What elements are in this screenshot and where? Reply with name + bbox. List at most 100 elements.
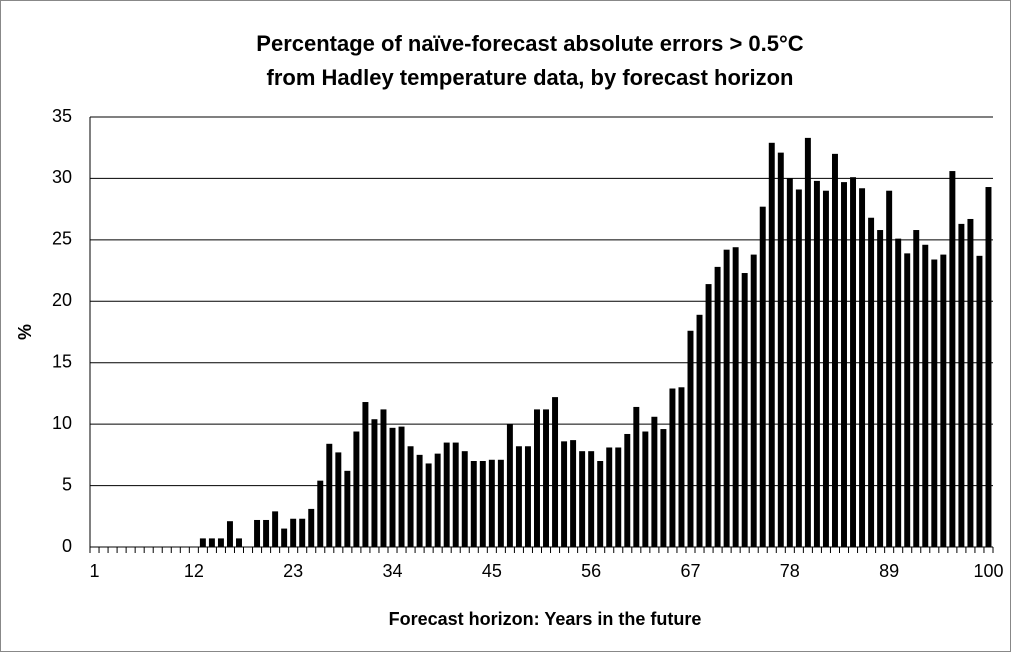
chart-title: from Hadley temperature data, by forecas… bbox=[267, 65, 794, 90]
bar bbox=[506, 424, 513, 547]
bar bbox=[850, 177, 857, 547]
bar bbox=[199, 538, 206, 547]
x-tick-label: 12 bbox=[184, 561, 204, 581]
bar bbox=[723, 249, 730, 547]
bar bbox=[786, 178, 793, 547]
bar bbox=[579, 451, 586, 547]
bar bbox=[443, 442, 450, 547]
bar bbox=[777, 152, 784, 547]
bar bbox=[470, 461, 477, 547]
bar bbox=[208, 538, 215, 547]
bar bbox=[254, 519, 261, 547]
bar bbox=[380, 409, 387, 547]
x-tick-label: 45 bbox=[482, 561, 502, 581]
bar bbox=[841, 182, 847, 547]
bar bbox=[922, 244, 929, 547]
bar bbox=[741, 273, 748, 547]
x-tick-label: 67 bbox=[680, 561, 700, 581]
x-axis-title: Forecast horizon: Years in the future bbox=[389, 609, 702, 629]
y-axis-title: % bbox=[15, 324, 35, 340]
bar bbox=[813, 180, 820, 547]
bar bbox=[624, 433, 631, 547]
bar bbox=[217, 538, 224, 547]
bar bbox=[534, 409, 540, 547]
bar bbox=[281, 528, 288, 547]
bar bbox=[759, 206, 766, 547]
bar bbox=[967, 218, 974, 547]
bar bbox=[714, 266, 721, 547]
bar bbox=[543, 409, 549, 547]
bar bbox=[859, 188, 866, 547]
bar bbox=[795, 189, 802, 547]
bar bbox=[886, 190, 893, 547]
bar bbox=[651, 416, 658, 547]
bar bbox=[389, 427, 396, 547]
y-tick-label: 25 bbox=[52, 229, 72, 249]
bar bbox=[344, 470, 351, 547]
bar bbox=[822, 190, 829, 547]
x-tick-label: 23 bbox=[283, 561, 303, 581]
bar bbox=[958, 223, 965, 547]
bar bbox=[236, 538, 242, 547]
bar bbox=[931, 259, 938, 547]
bar bbox=[669, 388, 676, 547]
bar bbox=[570, 440, 577, 547]
bar bbox=[561, 441, 568, 547]
bar bbox=[732, 247, 739, 547]
bar bbox=[524, 446, 531, 547]
y-tick-label: 30 bbox=[52, 167, 72, 187]
bar bbox=[804, 137, 811, 547]
bar bbox=[452, 442, 459, 547]
bar bbox=[371, 419, 378, 547]
x-tick-label: 1 bbox=[90, 561, 100, 581]
bar bbox=[317, 480, 324, 547]
bar bbox=[633, 406, 640, 547]
bar bbox=[299, 518, 306, 547]
bar bbox=[479, 461, 486, 547]
bar bbox=[416, 454, 423, 547]
bar bbox=[831, 153, 838, 547]
y-tick-label: 10 bbox=[52, 413, 72, 433]
bar bbox=[678, 387, 685, 547]
bar bbox=[308, 508, 315, 547]
bar bbox=[895, 238, 902, 547]
bar bbox=[696, 314, 703, 547]
y-tick-label: 0 bbox=[62, 536, 72, 556]
y-tick-label: 15 bbox=[52, 351, 72, 371]
bar bbox=[597, 461, 604, 547]
y-tick-label: 20 bbox=[52, 290, 72, 310]
bar bbox=[425, 463, 432, 547]
chart-title: Percentage of naïve-forecast absolute er… bbox=[256, 31, 804, 56]
bar bbox=[335, 452, 342, 547]
bar bbox=[407, 446, 414, 547]
x-tick-label: 56 bbox=[581, 561, 601, 581]
bar bbox=[552, 397, 559, 547]
bar bbox=[985, 187, 992, 547]
bar bbox=[660, 429, 667, 547]
bar bbox=[326, 443, 333, 547]
x-tick-label: 34 bbox=[382, 561, 402, 581]
bar bbox=[461, 451, 468, 547]
bar bbox=[588, 451, 595, 547]
y-tick-label: 5 bbox=[62, 474, 72, 494]
bar bbox=[362, 402, 369, 547]
bar bbox=[615, 447, 622, 547]
bar bbox=[488, 459, 495, 547]
bar bbox=[687, 330, 694, 547]
x-tick-label: 100 bbox=[973, 561, 1003, 581]
x-tick-label: 89 bbox=[879, 561, 899, 581]
bar bbox=[642, 431, 649, 547]
bar bbox=[877, 230, 884, 547]
bar bbox=[913, 230, 920, 547]
bar bbox=[768, 142, 775, 548]
bar bbox=[497, 459, 504, 547]
bar bbox=[263, 519, 270, 547]
bar bbox=[750, 254, 757, 547]
bar bbox=[976, 255, 983, 548]
y-tick-label: 35 bbox=[52, 106, 72, 126]
bar bbox=[868, 217, 875, 547]
bar bbox=[606, 447, 613, 547]
